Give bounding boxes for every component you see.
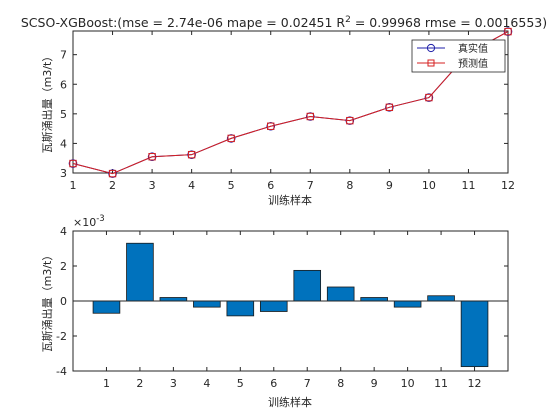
line-chart: SCSO-XGBoost:(mse = 2.74e-06 mape = 0.02… <box>21 15 547 207</box>
top-xtick-label: 12 <box>501 179 515 192</box>
bottom-xtick-label: 7 <box>304 377 311 390</box>
data-point-actual <box>424 93 434 102</box>
data-point-predicted <box>425 93 433 102</box>
top-xtick-label: 5 <box>228 179 235 192</box>
data-point-actual <box>345 116 355 125</box>
bottom-ylabel: 瓦斯涌出量（m3/t） <box>40 250 54 353</box>
bottom-xtick-label: 3 <box>170 377 177 390</box>
bottom-bars <box>73 242 508 368</box>
top-ytick-label: 5 <box>60 108 67 121</box>
bottom-xtick-label: 2 <box>136 377 143 390</box>
data-point-predicted <box>69 159 77 168</box>
error-bar <box>360 297 388 302</box>
data-point-actual <box>305 112 315 121</box>
data-point-actual <box>147 152 157 162</box>
data-point-actual <box>226 134 236 143</box>
error-bar <box>293 269 322 302</box>
error-bar <box>427 295 455 302</box>
top-series <box>68 27 513 178</box>
data-point-predicted <box>227 134 235 143</box>
top-ylabel: 瓦斯涌出量（m3/t） <box>40 51 54 154</box>
legend-marker-actual <box>426 43 436 53</box>
bottom-xtick-label: 9 <box>371 377 378 390</box>
bottom-ytick-label: -4 <box>56 365 67 378</box>
title-superscript: 2 <box>345 15 351 25</box>
error-bar <box>193 300 221 308</box>
top-ytick-label: 6 <box>60 78 67 91</box>
bottom-xtick-label: 10 <box>401 377 415 390</box>
bottom-xtick-label: 12 <box>468 377 482 390</box>
error-bar <box>259 300 288 312</box>
exponent-label: ×10-3 <box>73 214 105 229</box>
data-point-actual <box>187 150 196 159</box>
data-point-actual <box>266 121 276 131</box>
legend-label-pred: 预测值 <box>458 57 488 70</box>
top-xtick-label: 8 <box>346 179 353 192</box>
bottom-ytick-label: -2 <box>56 330 67 343</box>
top-xtick-label: 11 <box>461 179 475 192</box>
data-point-actual <box>68 159 78 168</box>
error-bar <box>159 297 188 302</box>
bottom-ytick-label: 4 <box>60 225 67 238</box>
data-point-actual <box>108 169 117 178</box>
legend-marker-pred <box>427 59 435 67</box>
legend-box <box>411 39 506 73</box>
series-line-predicted <box>72 31 509 175</box>
error-bar <box>226 300 255 317</box>
data-point-predicted <box>346 116 354 125</box>
top-xtick-label: 4 <box>188 179 195 192</box>
error-bar <box>92 300 121 314</box>
bottom-ytick-label: 2 <box>60 260 67 273</box>
chart-title: SCSO-XGBoost:(mse = 2.74e-06 mape = 0.02… <box>21 15 547 30</box>
top-ytick-label: 4 <box>60 137 67 150</box>
bottom-xtick-label: 1 <box>103 377 110 390</box>
data-point-predicted <box>187 150 196 159</box>
error-bar <box>326 286 355 302</box>
data-point-predicted <box>385 103 394 112</box>
top-xtick-label: 9 <box>386 179 393 192</box>
data-point-predicted <box>267 122 275 130</box>
top-xlabel: 训练样本 <box>268 193 312 207</box>
error-bar <box>393 300 422 308</box>
top-xtick-label: 7 <box>307 179 314 192</box>
top-xtick-label: 3 <box>149 179 156 192</box>
bottom-xtick-label: 4 <box>203 377 210 390</box>
top-ytick-label: 7 <box>60 49 67 62</box>
bottom-xtick-label: 8 <box>337 377 344 390</box>
legend-label-actual: 真实值 <box>458 42 488 55</box>
data-point-predicted <box>504 27 512 36</box>
data-point-predicted <box>148 153 156 161</box>
bottom-xtick-label: 6 <box>270 377 277 390</box>
data-point-predicted <box>306 112 314 121</box>
bottom-xtick-label: 5 <box>237 377 244 390</box>
top-ytick-label: 3 <box>60 167 67 180</box>
data-point-actual <box>385 103 394 112</box>
error-bar <box>126 242 154 302</box>
legend: 真实值 预测值 <box>411 39 506 73</box>
top-xtick-label: 6 <box>267 179 274 192</box>
bottom-xtick-label: 11 <box>434 377 448 390</box>
bottom-ytick-label: 0 <box>60 295 67 308</box>
top-xtick-label: 10 <box>422 179 436 192</box>
bottom-xlabel: 训练样本 <box>268 395 312 409</box>
top-xtick-label: 1 <box>70 179 77 192</box>
top-xtick-label: 2 <box>109 179 116 192</box>
data-point-predicted <box>108 169 117 178</box>
error-bar <box>460 300 489 368</box>
data-point-actual <box>503 27 513 36</box>
